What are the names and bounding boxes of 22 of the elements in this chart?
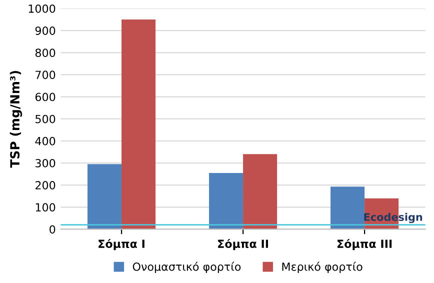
x-tick-label: Σόμπα III bbox=[338, 238, 392, 250]
legend-label: Μερικό φορτίο bbox=[282, 262, 362, 273]
x-tick-label: Σόμπα II bbox=[218, 238, 268, 250]
bar bbox=[209, 172, 244, 230]
bar bbox=[122, 20, 156, 230]
y-tick-label: 1000 bbox=[28, 4, 56, 13]
y-tick-label: 300 bbox=[36, 158, 56, 168]
y-tick-label: 200 bbox=[36, 181, 56, 190]
y-tick-label: 800 bbox=[35, 48, 56, 58]
y-tick-label: 100 bbox=[36, 203, 56, 212]
y-tick-label: 700 bbox=[36, 70, 56, 80]
y-axis-title: TSP (mg/Nm³) bbox=[10, 70, 22, 168]
bar bbox=[87, 164, 122, 230]
y-tick-label: 900 bbox=[35, 26, 56, 35]
y-tick-label: 600 bbox=[35, 92, 56, 102]
bar bbox=[243, 154, 278, 230]
bar bbox=[330, 186, 365, 230]
x-tick-label: Σόμπα I bbox=[98, 238, 144, 250]
y-tick-label: 400 bbox=[35, 136, 56, 146]
y-tick-label: 500 bbox=[36, 114, 56, 124]
legend-label: Ονομαστικό φορτίο bbox=[132, 262, 241, 273]
y-tick-label: 0 bbox=[50, 225, 56, 234]
